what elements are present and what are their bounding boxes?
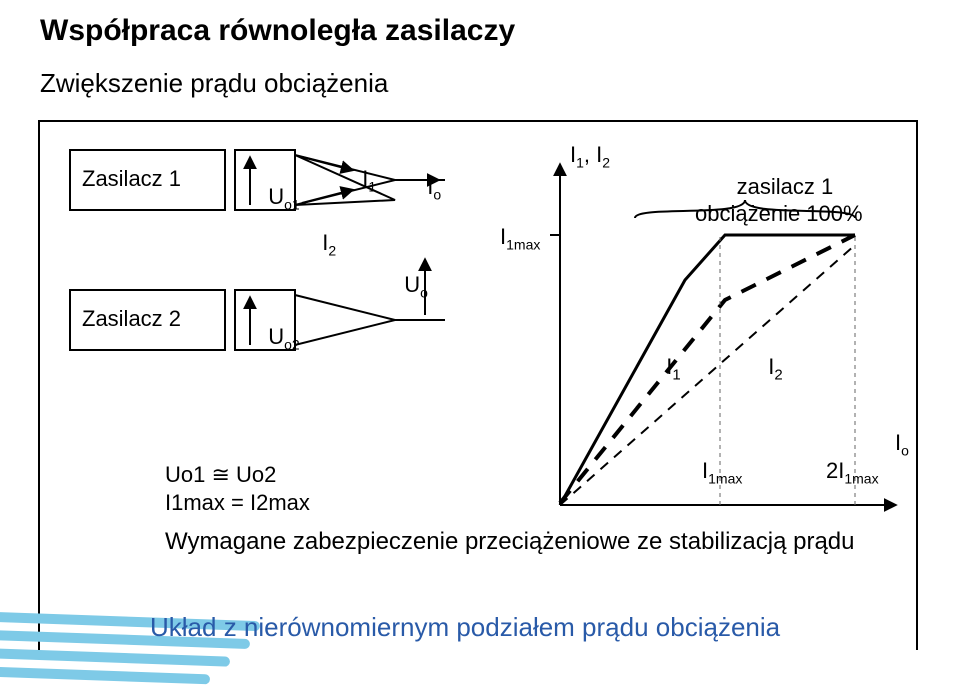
x-tick-2i1max: 2I1max <box>826 458 879 486</box>
page-subtitle: Zwiększenie prądu obciążenia <box>40 68 388 99</box>
caption: Wymagane zabezpieczenie przeciążeniowe z… <box>165 528 855 556</box>
zasilacz-1-label: Zasilacz 1 <box>82 166 181 192</box>
y-tick-i1max: I1max <box>500 224 540 252</box>
mid-i2-label: I2 <box>756 328 783 383</box>
i1-label: I1 <box>350 140 376 194</box>
footer-text: Układ z nierównomiernym podziałem prądu … <box>150 612 780 643</box>
page-title: Współpraca równoległa zasilaczy <box>40 14 515 48</box>
x-axis-io-label: Io <box>895 430 909 458</box>
uo1-label: Uo1 <box>256 158 300 212</box>
brace-label: zasilacz 1obciążenie 100% <box>695 145 863 228</box>
x-tick-i1max: I1max <box>702 458 742 486</box>
y-axis-label: I1, I2 <box>570 142 610 170</box>
equations: Uo1 ≅ Uo2 I1max = I2max <box>165 460 310 518</box>
uo-label: Uo <box>392 246 428 300</box>
uo2-label: Uo2 <box>256 298 300 352</box>
i2-label: I2 <box>310 204 336 258</box>
mid-i1-label: I1 <box>654 328 681 383</box>
zasilacz-2-label: Zasilacz 2 <box>82 306 181 332</box>
io-label: Io <box>415 148 441 202</box>
